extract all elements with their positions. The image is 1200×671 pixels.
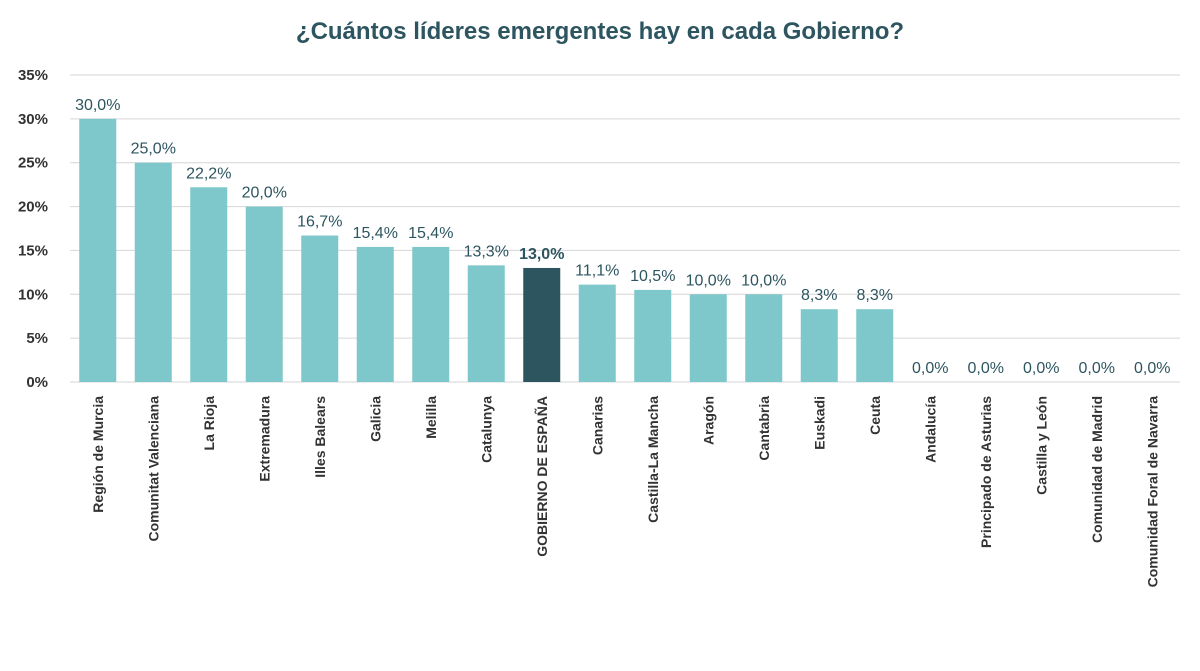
category-label: Comunidad de Madrid: [1089, 396, 1105, 543]
bar: [634, 289, 672, 382]
data-label: 0,0%: [968, 360, 1004, 377]
bar: [523, 267, 561, 382]
data-label: 13,0%: [519, 246, 564, 263]
data-label: 10,0%: [686, 272, 731, 289]
category-label: Principado de Asturias: [978, 396, 994, 548]
bar: [301, 235, 339, 382]
bar: [800, 309, 838, 382]
category-label: GOBIERNO DE ESPAÑA: [533, 396, 550, 557]
data-label: 0,0%: [1134, 360, 1170, 377]
category-label: La Rioja: [201, 396, 217, 451]
y-tick-label: 5%: [26, 330, 48, 347]
category-label: Castilla-La Mancha: [645, 396, 661, 523]
y-tick-label: 20%: [18, 199, 48, 216]
bar: [689, 294, 727, 382]
data-label: 0,0%: [1079, 360, 1115, 377]
bar: [190, 187, 228, 382]
category-label: Extremadura: [256, 396, 272, 482]
data-label: 16,7%: [297, 214, 342, 231]
category-label: Illes Balears: [312, 396, 328, 478]
data-label: 15,4%: [353, 225, 398, 242]
category-label: Andalucía: [922, 396, 938, 463]
data-label: 0,0%: [1023, 360, 1059, 377]
bar: [79, 118, 117, 382]
chart-title: ¿Cuántos líderes emergentes hay en cada …: [295, 18, 905, 45]
data-label: 11,1%: [575, 263, 619, 280]
y-tick-label: 25%: [18, 155, 48, 172]
category-label: Cantabria: [756, 396, 772, 461]
bar: [578, 284, 616, 382]
data-label: 30,0%: [75, 97, 120, 114]
data-label: 25,0%: [131, 141, 176, 158]
bar: [856, 309, 894, 382]
y-tick-label: 10%: [18, 286, 48, 303]
data-label: 8,3%: [801, 287, 837, 304]
category-label: Galicia: [367, 396, 383, 442]
category-label: Comunidad Foral de Navarra: [1144, 396, 1160, 588]
y-tick-label: 35%: [18, 67, 48, 84]
bar: [745, 294, 783, 382]
category-label: Catalunya: [478, 396, 494, 463]
category-label: Comunitat Valenciana: [145, 396, 161, 542]
y-tick-label: 30%: [18, 111, 48, 128]
category-label: Euskadi: [811, 396, 827, 450]
y-tick-label: 15%: [18, 242, 48, 259]
data-label: 15,4%: [408, 225, 453, 242]
category-label: Castilla y León: [1033, 396, 1049, 495]
bar: [356, 246, 394, 382]
y-tick-label: 0%: [26, 374, 48, 391]
data-label: 10,5%: [630, 268, 675, 285]
category-label: Región de Murcia: [90, 396, 106, 513]
category-label: Ceuta: [867, 396, 883, 435]
category-label: Aragón: [700, 396, 716, 445]
data-label: 20,0%: [242, 185, 287, 202]
bar: [467, 265, 505, 382]
category-label: Melilla: [423, 396, 439, 439]
data-label: 22,2%: [186, 165, 231, 182]
data-label: 10,0%: [741, 272, 786, 289]
bar: [134, 162, 172, 382]
bar: [245, 206, 283, 382]
data-label: 8,3%: [857, 287, 893, 304]
data-label: 0,0%: [912, 360, 948, 377]
category-label: Canarias: [589, 396, 605, 455]
data-label: 13,3%: [464, 243, 509, 260]
bar: [412, 246, 450, 382]
